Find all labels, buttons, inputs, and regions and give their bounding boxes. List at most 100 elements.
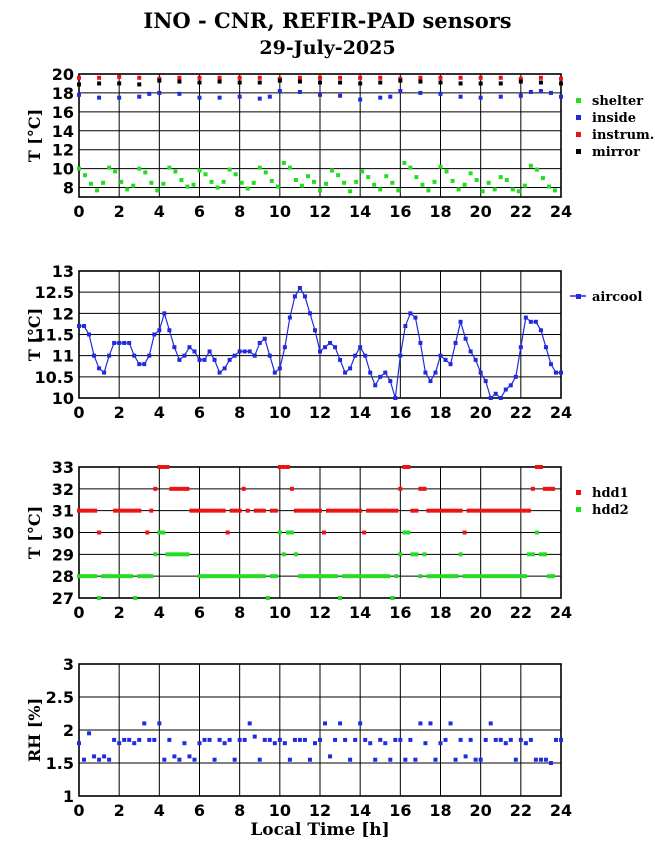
data-point <box>458 552 463 557</box>
data-point <box>394 508 399 513</box>
data-point <box>318 349 322 354</box>
data-point <box>462 574 467 579</box>
data-point <box>177 357 182 362</box>
data-point <box>454 574 459 579</box>
x-tick-label: 24 <box>550 202 572 221</box>
data-point <box>222 366 227 371</box>
data-point <box>378 95 383 100</box>
data-point <box>241 574 246 579</box>
data-point <box>450 508 455 513</box>
x-tick-label: 6 <box>194 403 205 422</box>
data-point <box>318 92 322 97</box>
data-point <box>374 574 379 579</box>
y-tick-label: 30 <box>52 524 74 543</box>
data-point <box>133 596 138 600</box>
data-point <box>143 170 148 175</box>
data-point <box>117 95 122 100</box>
data-point <box>478 574 483 579</box>
y-tick-label: 10 <box>52 160 74 179</box>
data-point <box>478 370 483 375</box>
y-tick-label: 10 <box>52 389 74 408</box>
data-point <box>162 311 167 316</box>
data-point <box>282 741 287 746</box>
data-point <box>478 75 483 80</box>
data-point <box>402 530 407 535</box>
data-point <box>77 166 81 171</box>
data-point <box>334 508 339 513</box>
legend-label: shelter <box>592 94 643 109</box>
x-tick-label: 14 <box>349 801 371 820</box>
data-point <box>386 574 391 579</box>
x-tick-label: 8 <box>234 603 245 622</box>
data-point <box>157 90 162 95</box>
data-point <box>197 80 202 85</box>
data-point <box>426 574 431 579</box>
data-point <box>373 383 378 388</box>
data-point <box>538 80 543 85</box>
data-point <box>192 349 197 354</box>
data-point <box>77 82 81 87</box>
x-tick-label: 10 <box>269 202 291 221</box>
y-tick-label: 32 <box>52 480 74 499</box>
data-point <box>538 465 543 469</box>
data-point <box>498 574 503 579</box>
data-point <box>398 353 403 358</box>
data-point <box>89 508 94 513</box>
data-point <box>277 78 282 83</box>
data-point <box>518 574 523 579</box>
data-point <box>311 179 316 184</box>
data-point <box>490 508 495 513</box>
data-point <box>504 177 509 182</box>
data-point <box>373 757 378 762</box>
data-point <box>498 94 503 99</box>
data-point <box>382 574 387 579</box>
data-point <box>277 737 282 742</box>
data-point <box>261 574 266 579</box>
data-point <box>470 508 475 513</box>
data-point <box>161 465 166 469</box>
data-point <box>203 172 208 177</box>
data-point <box>438 164 443 169</box>
data-point <box>546 574 551 579</box>
data-point <box>498 396 503 400</box>
data-point <box>414 508 419 513</box>
data-point <box>273 574 278 579</box>
data-point <box>546 184 551 189</box>
data-point <box>358 345 363 350</box>
data-point <box>462 530 467 535</box>
data-point <box>383 370 388 375</box>
data-point <box>172 345 177 350</box>
data-point <box>430 508 435 513</box>
x-tick-label: 24 <box>550 801 572 820</box>
data-point <box>498 75 503 80</box>
data-point <box>498 508 503 513</box>
y-tick-label: 2 <box>63 721 74 740</box>
data-point <box>540 176 545 181</box>
data-point <box>177 757 182 762</box>
data-point <box>363 737 368 742</box>
data-point <box>197 75 202 80</box>
data-point <box>468 171 473 176</box>
y-tick-label: 16 <box>52 103 74 122</box>
data-point <box>502 508 507 513</box>
data-point <box>442 508 447 513</box>
x-tick-label: 20 <box>470 403 492 422</box>
data-point <box>480 189 485 194</box>
data-point <box>342 508 347 513</box>
data-point <box>117 74 122 79</box>
data-point <box>483 737 488 742</box>
data-point <box>378 80 383 85</box>
data-point <box>229 508 234 513</box>
data-point <box>488 721 493 726</box>
data-point <box>313 574 318 579</box>
data-point <box>386 508 391 513</box>
data-point <box>169 552 174 557</box>
x-tick-label: 6 <box>194 801 205 820</box>
data-point <box>287 315 292 320</box>
data-point <box>559 94 563 99</box>
data-point <box>456 187 461 192</box>
data-point <box>302 294 307 299</box>
data-point <box>157 78 162 83</box>
data-point <box>408 737 413 742</box>
data-point <box>518 508 523 513</box>
